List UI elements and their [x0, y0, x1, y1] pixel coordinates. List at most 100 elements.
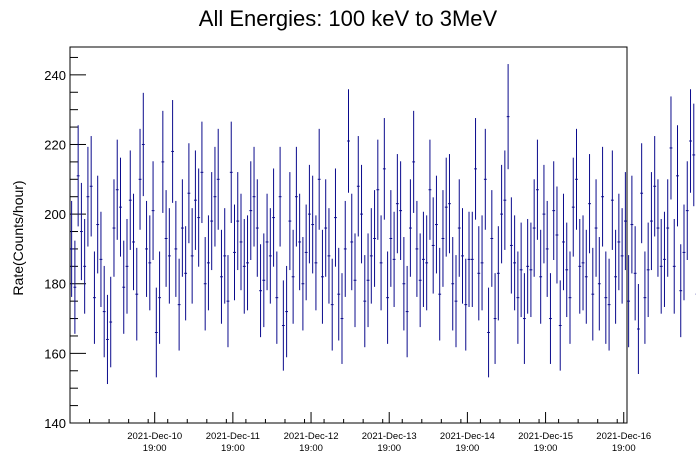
chart-title: All Energies: 100 keV to 3MeV: [199, 6, 498, 31]
y-tick-label: 220: [44, 137, 66, 152]
data-point: [506, 64, 510, 170]
data-point: [545, 200, 549, 297]
x-tick-date: 2021-Dec-12: [284, 431, 339, 442]
data-point: [83, 218, 87, 314]
data-point: [682, 204, 686, 301]
data-point: [151, 161, 155, 260]
data-point: [200, 121, 204, 224]
data-point: [650, 172, 653, 271]
data-point: [676, 125, 679, 227]
data-point: [379, 215, 383, 311]
data-point: [294, 146, 298, 247]
data-point: [643, 251, 647, 344]
data-point: [467, 211, 471, 307]
data-point: [395, 154, 399, 254]
data-point: [418, 233, 422, 328]
data-point: [207, 215, 210, 311]
data-point: [562, 193, 565, 291]
data-point: [630, 175, 634, 274]
data-point: [408, 179, 412, 277]
data-point: [115, 139, 119, 240]
x-tick-time: 19:00: [612, 443, 636, 454]
x-tick-time: 19:00: [299, 443, 323, 454]
data-point: [298, 193, 302, 291]
data-point: [177, 258, 181, 351]
data-point: [80, 182, 83, 281]
x-tick-time: 19:00: [456, 443, 480, 454]
data-point: [389, 190, 393, 287]
data-point: [633, 226, 637, 321]
data-point: [565, 222, 569, 318]
data-point: [187, 143, 191, 244]
data-point: [236, 172, 240, 271]
data-point: [174, 200, 178, 297]
data-point: [220, 229, 223, 324]
data-point: [122, 240, 126, 334]
data-point: [268, 208, 272, 304]
data-point: [314, 215, 318, 311]
data-point: [454, 255, 458, 348]
data-point: [304, 204, 308, 301]
data-point: [360, 164, 363, 264]
data-point: [663, 211, 666, 307]
data-point: [223, 208, 227, 304]
data-point: [89, 136, 93, 237]
data-point: [350, 193, 354, 291]
y-axis: 140 160 180 200 220 240: [44, 56, 86, 431]
x-tick-date: 2021-Dec-15: [518, 431, 573, 442]
data-point: [607, 258, 611, 351]
data-point: [689, 89, 692, 193]
data-point: [184, 226, 188, 321]
data-point: [415, 200, 419, 297]
data-point: [301, 237, 305, 331]
data-point: [311, 175, 315, 274]
data-point: [402, 237, 406, 331]
data-point: [138, 128, 142, 230]
data-point: [203, 237, 207, 331]
x-tick-date: 2021-Dec-14: [440, 431, 495, 442]
y-tick-label: 160: [44, 346, 66, 361]
data-point: [477, 226, 481, 321]
data-point: [588, 154, 591, 254]
data-point: [444, 157, 448, 257]
data-point: [620, 208, 624, 304]
data-point: [457, 179, 461, 277]
data-point: [558, 280, 562, 371]
data-point: [112, 179, 116, 277]
data-point: [278, 146, 282, 247]
data-point: [568, 251, 572, 344]
data-point: [102, 265, 106, 358]
x-tick-date: 2021-Dec-13: [362, 431, 417, 442]
data-point: [347, 89, 350, 193]
data-point: [229, 121, 233, 224]
x-tick-time: 19:00: [221, 443, 245, 454]
data-point: [158, 251, 161, 344]
data-point: [291, 229, 295, 324]
data-series: [70, 64, 696, 385]
data-point: [373, 190, 376, 287]
data-point: [529, 222, 533, 318]
data-point: [334, 168, 337, 267]
data-point: [679, 244, 683, 338]
data-point: [536, 139, 539, 240]
data-point: [627, 255, 631, 348]
data-point: [623, 172, 627, 271]
data-point: [337, 247, 341, 341]
data-point: [272, 168, 275, 267]
data-point: [526, 218, 530, 314]
data-point: [522, 273, 526, 364]
data-point: [483, 128, 487, 230]
data-point: [106, 294, 109, 385]
data-point: [132, 193, 135, 291]
data-point: [141, 92, 145, 197]
data-point: [412, 110, 416, 213]
data-point: [308, 164, 311, 264]
data-point: [519, 222, 523, 318]
plot-frame: [69, 46, 628, 424]
data-point: [666, 179, 670, 277]
data-point: [327, 208, 331, 304]
data-point: [197, 168, 201, 267]
data-point: [285, 265, 289, 358]
data-point: [539, 229, 543, 324]
data-point: [464, 258, 468, 351]
